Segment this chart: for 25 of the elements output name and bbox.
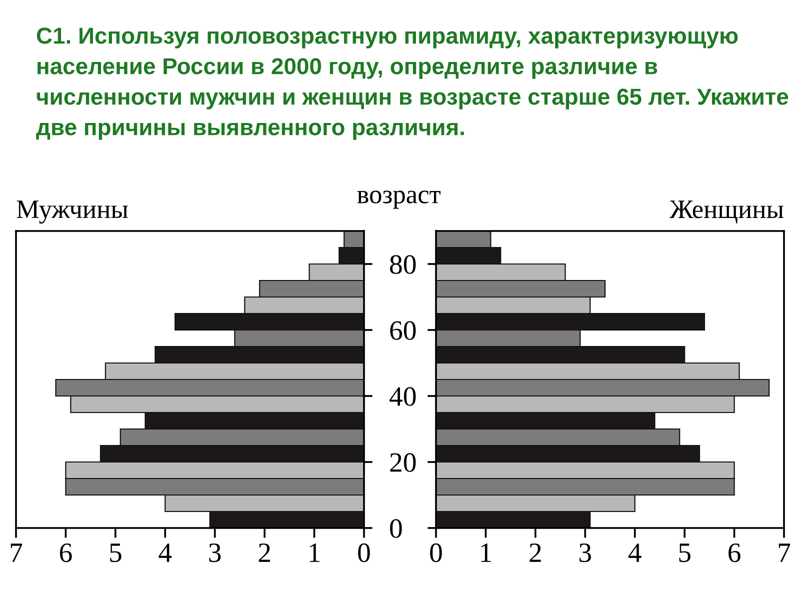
y-tick-label: 40 <box>390 387 416 406</box>
x-tick-label: 3 <box>209 543 221 562</box>
text: C1. Используя половозрастную пирамиду, характеризующую население России в 2000 году, определите различие в численности мужчин и женщин в возрасте старше 65 лет. Укажите две причины выявленного различия. <box>36 28 788 140</box>
x-tick-label: 0 <box>430 543 442 562</box>
x-tick-label: 6 <box>60 543 72 562</box>
y-tick-label: 20 <box>390 453 416 472</box>
x-tick-label: 1 <box>310 544 320 562</box>
y-tick-label: 0 <box>390 519 402 538</box>
y-tick-label: 60 <box>390 321 416 340</box>
chart-subtitle: Женщины <box>670 200 784 224</box>
x-tick-label: 5 <box>679 544 690 562</box>
y-axis-title: возраст <box>357 190 440 209</box>
x-tick-label: 3 <box>580 543 591 562</box>
x-tick-label: 7 <box>778 544 790 562</box>
x-tick-label: 7 <box>10 544 22 562</box>
x-tick-label: 2 <box>530 543 541 562</box>
chart-subtitle: Мужчины <box>16 200 128 224</box>
x-tick-label: 2 <box>258 543 270 562</box>
x-tick-label: 4 <box>628 544 642 562</box>
x-tick-label: 1 <box>481 544 491 562</box>
x-tick-label: 4 <box>158 544 172 562</box>
x-tick-label: 0 <box>358 543 370 562</box>
y-tick-label: 80 <box>390 255 416 274</box>
x-tick-label: 5 <box>110 544 122 562</box>
x-tick-label: 6 <box>728 543 740 562</box>
